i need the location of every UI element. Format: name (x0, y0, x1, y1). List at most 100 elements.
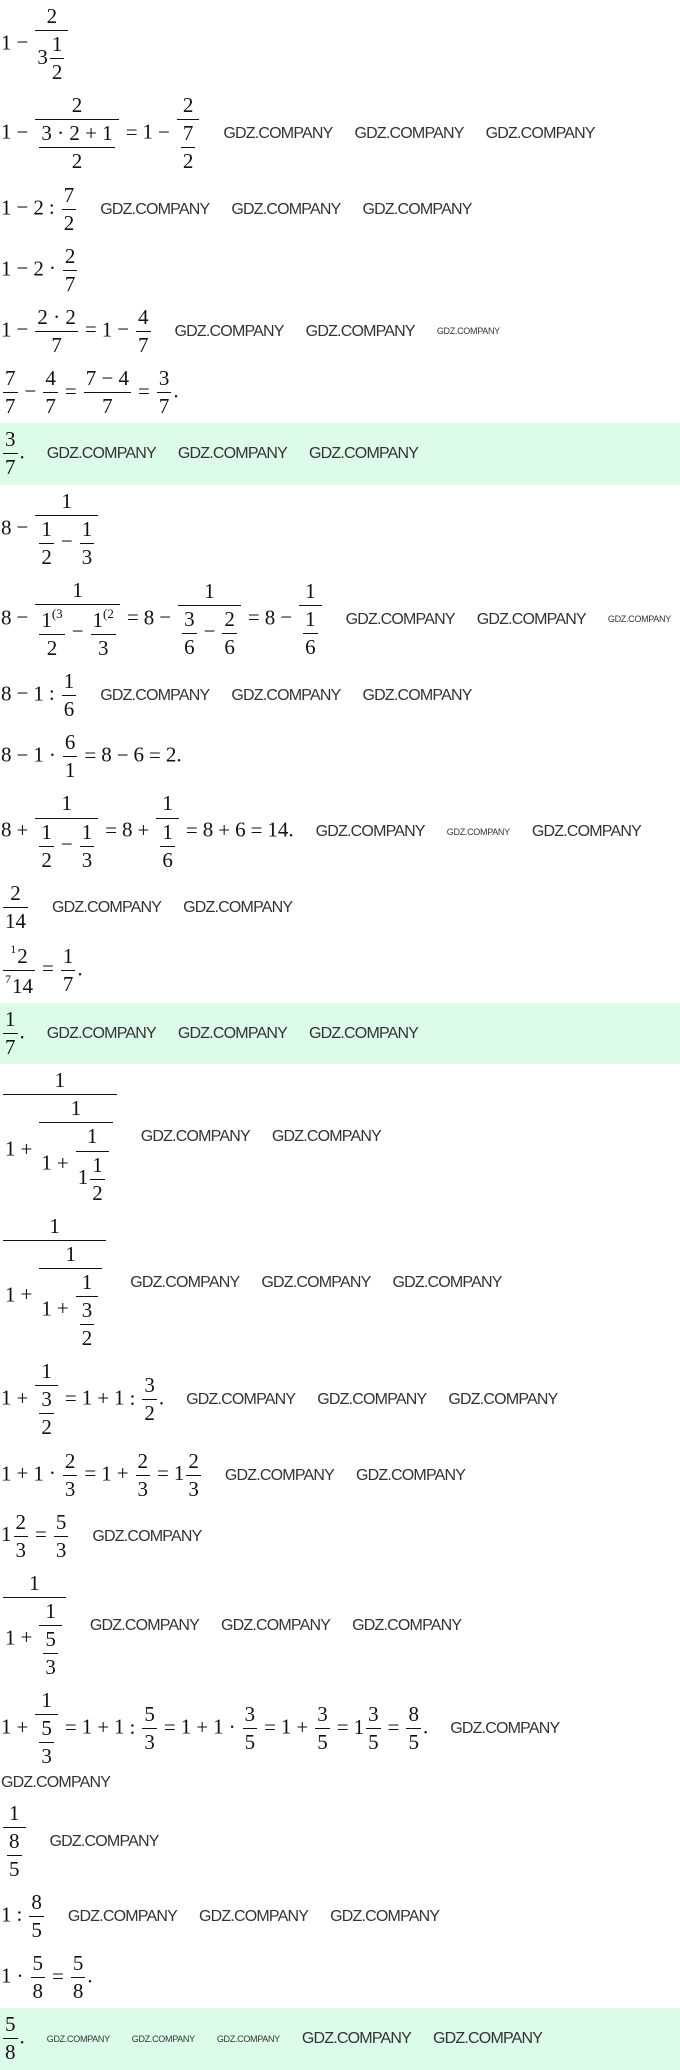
math-line: 1 +1 3 2 = 1 +1:3 2. GDZ.COMPANY GDZ.COMPANY GDZ.C… (0, 1355, 680, 1444)
watermark: GDZ.COMPANY (177, 445, 288, 463)
numerator: 1 (156, 792, 179, 819)
fraction: 1 1 +1 3 2 (39, 1241, 103, 1350)
math-term: 2 (10, 880, 21, 905)
expression: 1 1 +1 1 +1 1 1 2 (1, 1069, 119, 1204)
numerator: 1 (49, 33, 65, 60)
expression: 12 714 = 1 7. (1, 942, 83, 998)
numerator: 5 (43, 1628, 58, 1655)
numerator: 2 · 2 (35, 305, 78, 333)
math-term: 1 (5, 1282, 16, 1307)
denominator: 6 (62, 696, 77, 721)
math-term: 1 (65, 1241, 77, 1266)
numerator: 3 (79, 1298, 95, 1326)
numerator: 1(3 (39, 606, 65, 635)
denominator: 3 (80, 847, 95, 872)
numerator: 1(2 (90, 606, 116, 635)
operator: = (84, 1460, 97, 1485)
math-term: 3 (184, 606, 195, 631)
math-term: 2 (33, 194, 44, 219)
fraction: 1 1 +1 1 1 2 (39, 1097, 113, 1204)
watermark: GDZ.COMPANY (220, 1616, 331, 1634)
math-line: 8−1 · 6 1 = 8−6 = 2. (0, 726, 680, 787)
math-term: 5 (41, 1716, 52, 1741)
math-term: 7 (5, 1035, 16, 1060)
watermark: GDZ.COMPANY (309, 1025, 419, 1043)
denominator: 3 (43, 1654, 58, 1679)
numerator: 3 (142, 1374, 157, 1401)
expression: 1 · 5 8 = 5 8. (1, 1952, 93, 2003)
watermark: GDZ.COMPANY (345, 610, 456, 628)
denominator: 1 2−1 3 (35, 819, 98, 872)
math-term: 1 (41, 1150, 52, 1175)
watermark: GDZ.COMPANY (130, 1273, 240, 1291)
math-term: 8 (408, 1702, 419, 1727)
watermark: GDZ.COMPANY (100, 200, 210, 218)
numerator: 6 (62, 731, 78, 758)
operator: + (116, 1460, 129, 1485)
numerator: 4 (43, 367, 58, 394)
math-term: 1 (92, 1152, 103, 1177)
math-term: 7 (45, 394, 56, 419)
watermark: GDZ.COMPANY (362, 687, 472, 705)
math-term: 14 (12, 974, 33, 998)
operator: = (84, 317, 97, 342)
operator: : (16, 1902, 23, 1927)
denominator: 2 (39, 635, 64, 660)
math-term: 1 (1, 1522, 12, 1547)
fraction: 1 1 2−1 3 (35, 791, 99, 872)
numerator: 1 (299, 578, 322, 606)
denominator: 7 (3, 393, 18, 418)
expression: 8−1 · 6 1 = 8−6 = 2. (1, 731, 182, 782)
math-term: . (19, 2024, 25, 2049)
operator: · (228, 1714, 236, 1739)
denominator: 2 (90, 1180, 105, 1205)
math-term: 7 (63, 182, 75, 207)
denominator: 2 (181, 148, 196, 173)
math-term: 1 (61, 791, 73, 816)
math-term: 1 (63, 669, 75, 694)
math-term: 1 (62, 943, 74, 968)
math-term: . (158, 1385, 165, 1410)
math-term: 2 (144, 1401, 155, 1426)
math-term: 2 (71, 149, 83, 174)
denominator: 1 +1 3 2 (39, 1269, 102, 1350)
denominator: 1 +1 5 3 (3, 1598, 66, 1679)
fraction: 7 − 4 7 (83, 367, 132, 418)
denominator: 3 (91, 635, 116, 660)
watermark: GDZ.COMPANY (476, 610, 587, 628)
denominator: 6 (303, 634, 318, 659)
math-term: 2 (188, 1448, 199, 1473)
math-term: 2 (41, 1415, 52, 1440)
math-term: 6 (162, 847, 173, 872)
operator: − (16, 681, 29, 706)
fraction: 1 1 +1 5 3 (3, 1571, 66, 1679)
math-term: 1 (305, 578, 316, 603)
math-term: 3 (45, 1655, 56, 1680)
fraction: 1 1 2−1 3 (35, 489, 99, 569)
denominator: 1 2−1 3 (35, 516, 98, 569)
math-term: 2 (182, 93, 194, 118)
operator: + (16, 1385, 29, 1410)
operator: − (117, 317, 130, 342)
watermark: GDZ.COMPANY (198, 1908, 309, 1925)
math-term: . (87, 1963, 93, 1988)
operator: + (20, 1282, 33, 1307)
operator: + (16, 1460, 29, 1485)
watermark: GDZ.COMPANY (392, 1273, 502, 1291)
denominator: 7 (63, 271, 78, 296)
